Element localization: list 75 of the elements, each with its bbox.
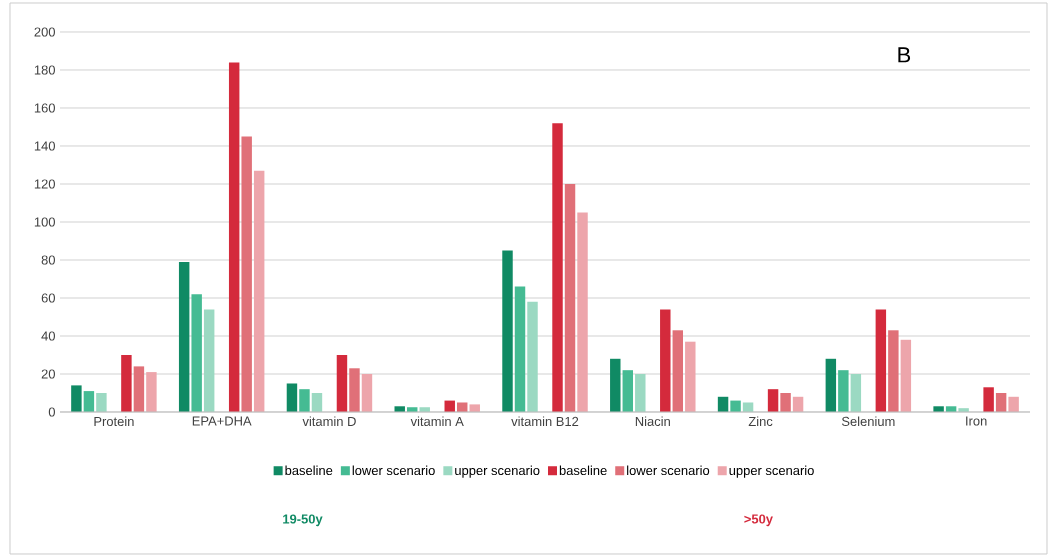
bar	[825, 358, 837, 412]
bar	[900, 339, 912, 412]
bar	[527, 301, 538, 412]
y-tick-label: 80	[41, 255, 55, 265]
bar	[672, 330, 684, 412]
bar	[146, 372, 157, 412]
bar	[995, 392, 1007, 412]
legend-label: upper scenario	[729, 465, 814, 478]
bar	[1008, 396, 1019, 412]
annotation: B	[898, 47, 911, 63]
x-tick-label: Iron	[966, 416, 987, 426]
y-tick-label: 20	[41, 369, 55, 379]
bar	[635, 373, 646, 412]
bar	[96, 392, 107, 412]
bar	[933, 406, 944, 412]
bar	[730, 400, 741, 412]
bar	[552, 123, 563, 412]
bar	[888, 330, 899, 412]
y-tick-label: 180	[34, 65, 55, 75]
y-tick-label: 200	[34, 27, 55, 37]
bar	[850, 373, 862, 412]
legend-label: upper scenario	[455, 465, 540, 478]
bar	[780, 392, 791, 412]
bar	[253, 170, 265, 412]
bar	[622, 370, 634, 412]
bar	[299, 389, 310, 412]
x-tick-label: vitamin D	[302, 416, 356, 427]
x-tick-label: Zinc	[748, 416, 773, 427]
y-tick-label: 0	[48, 407, 55, 417]
bar	[336, 354, 348, 412]
bar	[457, 402, 468, 412]
x-tick-label: Selenium	[841, 416, 895, 427]
bar	[121, 354, 132, 412]
bar	[361, 373, 373, 412]
bar	[349, 368, 360, 412]
bar	[983, 387, 994, 412]
bar	[564, 183, 576, 412]
legend-label: lower scenario	[627, 465, 710, 476]
bar	[178, 261, 190, 412]
bar	[191, 294, 202, 412]
x-tick-label: vitamin A	[410, 416, 464, 427]
bar	[660, 309, 671, 412]
y-tick-label: 100	[34, 217, 55, 227]
y-tick-label: 140	[34, 141, 55, 151]
bar	[241, 136, 252, 412]
bar	[286, 383, 298, 412]
bar	[83, 391, 95, 412]
bar	[742, 402, 754, 412]
bar	[838, 370, 849, 412]
bar	[685, 341, 696, 412]
bar	[394, 406, 405, 412]
text: 19-50y	[283, 514, 323, 527]
bar	[133, 366, 145, 412]
bar	[610, 358, 621, 412]
y-tick-label: 40	[41, 331, 55, 341]
y-tick-label: 60	[41, 293, 55, 303]
x-tick-label: EPA+DHA	[192, 416, 252, 426]
y-tick-label: 160	[34, 103, 55, 113]
bar	[514, 286, 526, 412]
x-tick-label: vitamin B12	[511, 416, 579, 427]
bar	[502, 250, 513, 412]
bar	[311, 392, 323, 412]
bar	[203, 309, 215, 412]
legend-label: baseline	[285, 465, 333, 476]
x-tick-label: Niacin	[635, 416, 670, 427]
legend-label: lower scenario	[352, 465, 435, 476]
bar	[71, 385, 82, 412]
bar	[767, 389, 779, 412]
bar	[577, 212, 588, 412]
x-tick-label: Protein	[94, 416, 134, 427]
text: >50y	[744, 514, 773, 527]
y-tick-label: 120	[34, 179, 55, 189]
legend-label: baseline	[559, 465, 607, 476]
bar	[875, 309, 887, 412]
bar	[228, 62, 240, 412]
